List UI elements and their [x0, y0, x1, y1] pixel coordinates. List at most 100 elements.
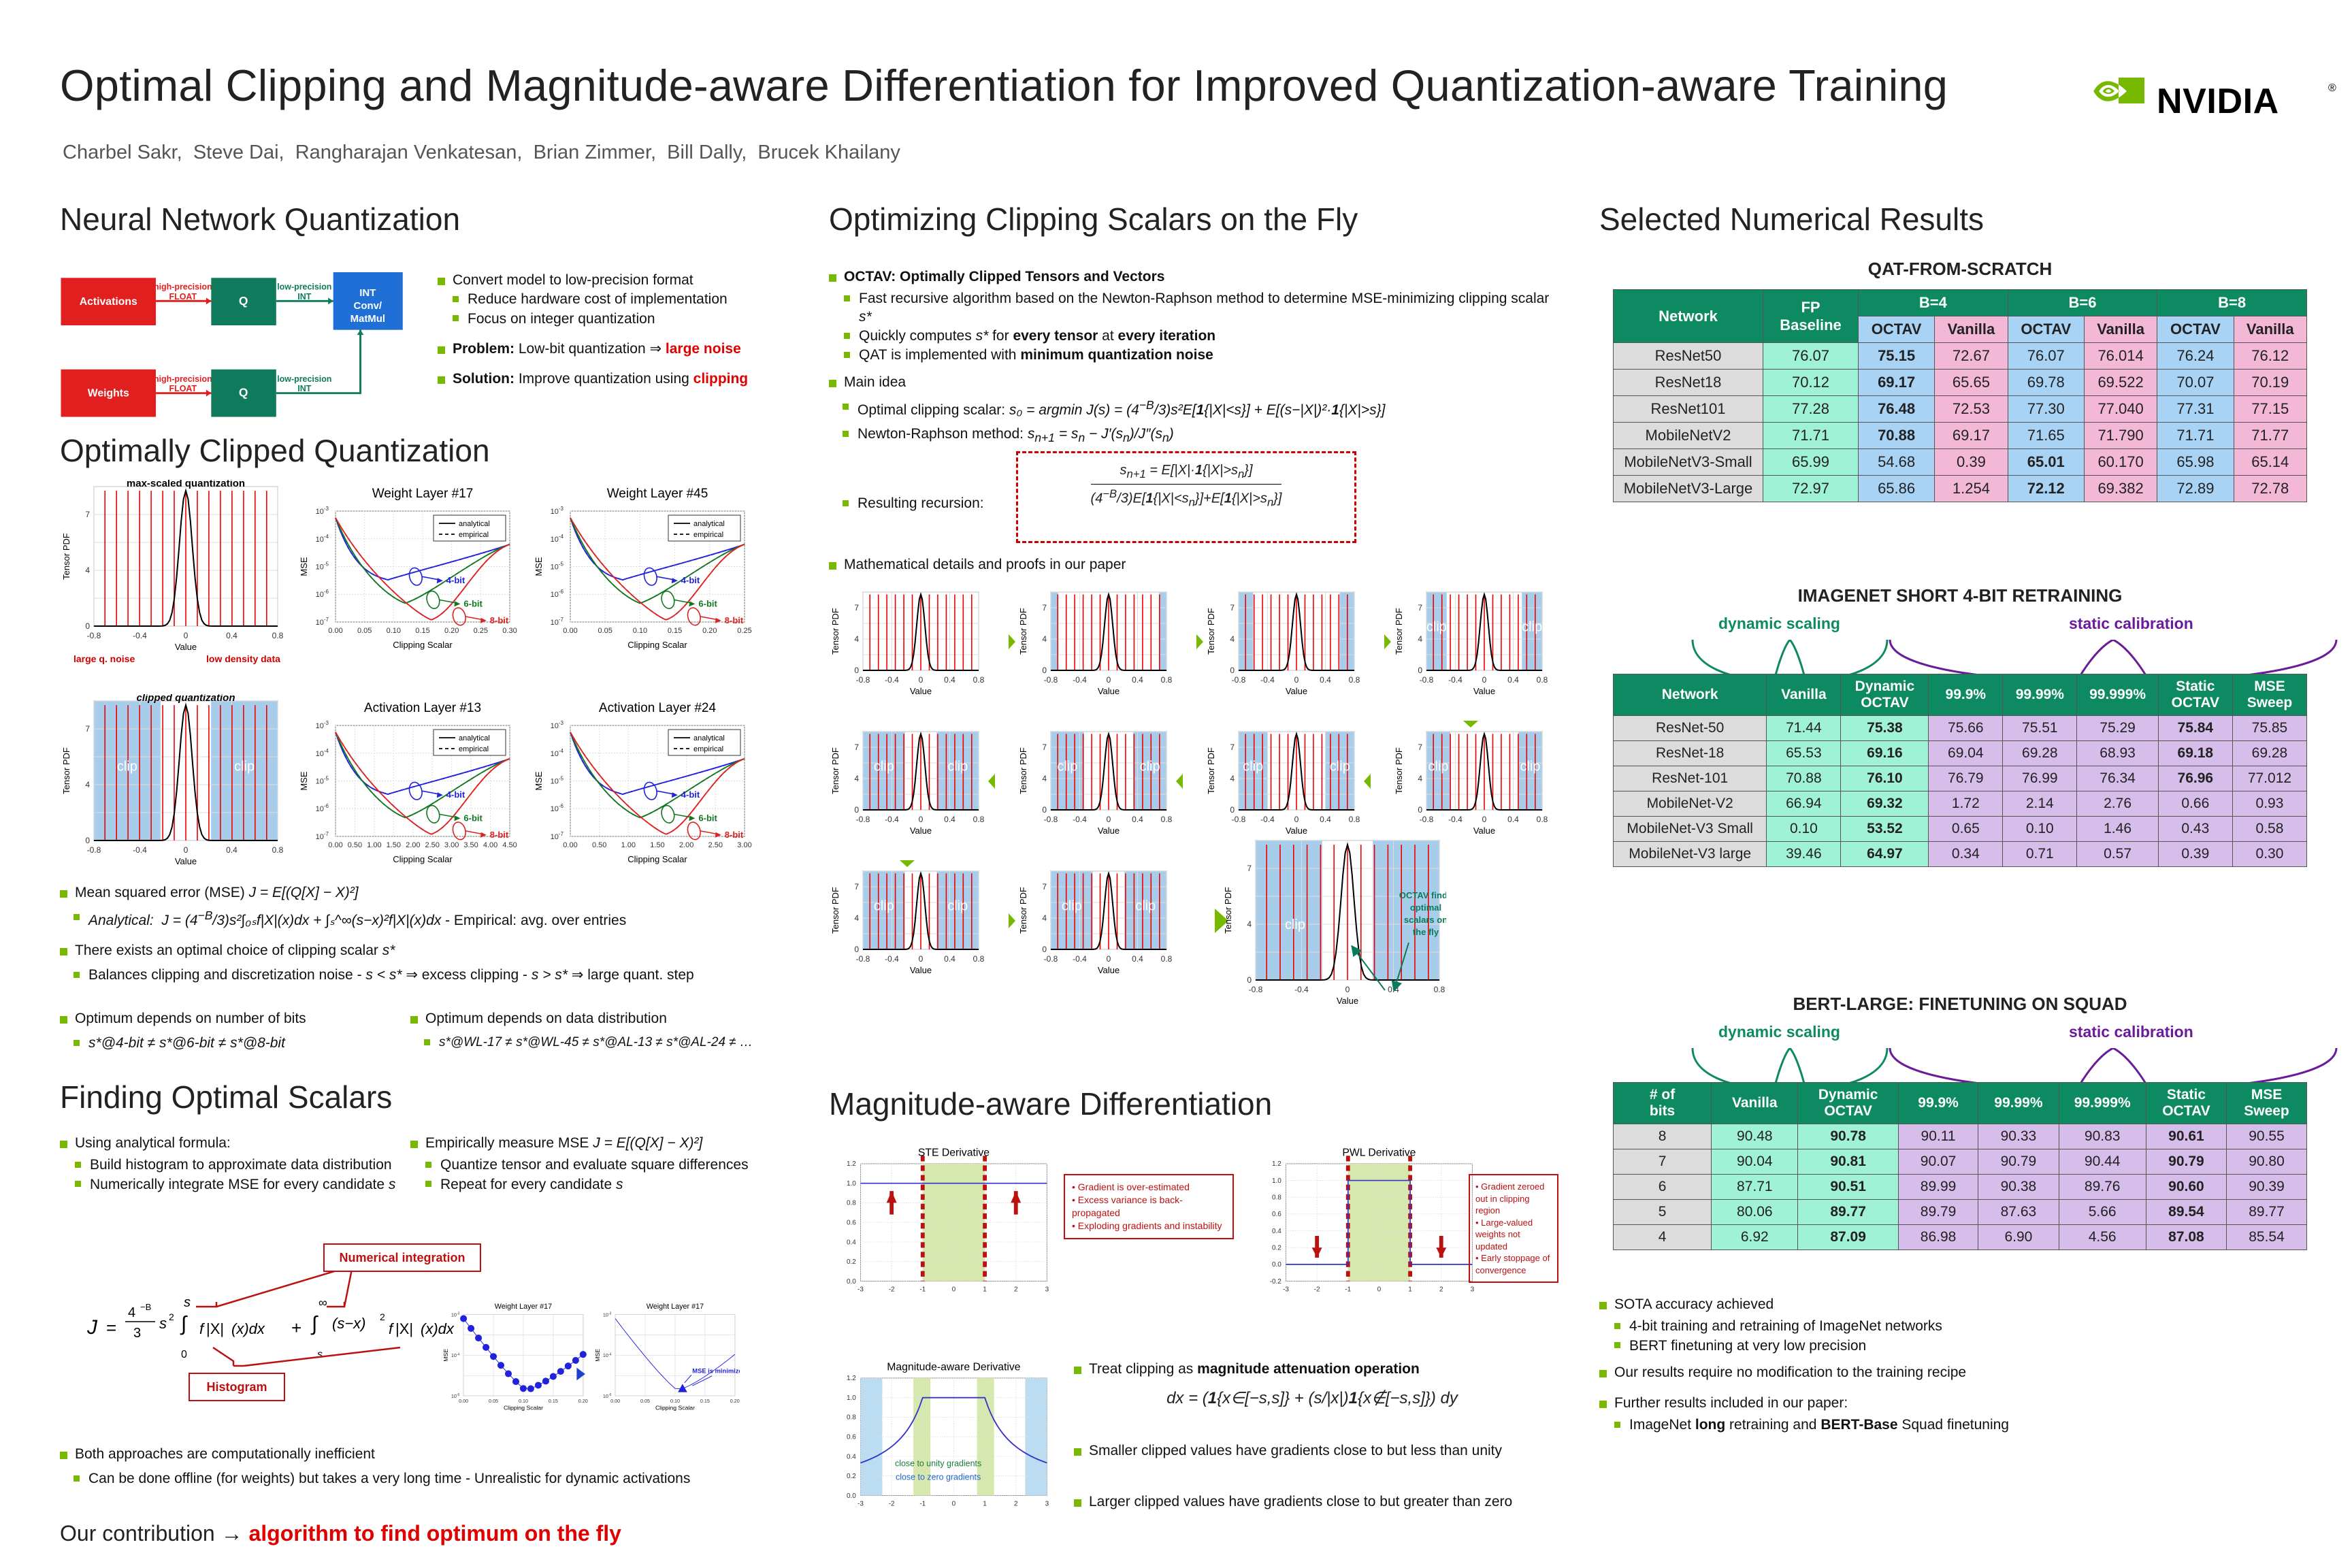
- svg-text:0.15: 0.15: [415, 627, 429, 635]
- svg-text:Tensor PDF: Tensor PDF: [1206, 747, 1216, 794]
- svg-text:clip: clip: [874, 760, 894, 774]
- svg-text:-0.4: -0.4: [885, 954, 899, 964]
- svg-text:0.50: 0.50: [592, 841, 606, 849]
- svg-text:1.0: 1.0: [847, 1394, 856, 1402]
- svg-text:0.25: 0.25: [474, 627, 488, 635]
- svg-text:Weight Layer #17: Weight Layer #17: [495, 1303, 552, 1311]
- svg-text:-0.8: -0.8: [1232, 675, 1246, 685]
- svg-text:0.6: 0.6: [847, 1434, 856, 1441]
- svg-text:FLOAT: FLOAT: [169, 292, 197, 301]
- svg-text:0: 0: [1042, 805, 1047, 815]
- svg-text:4: 4: [854, 913, 859, 923]
- svg-text:clip: clip: [1428, 760, 1448, 774]
- svg-text:2.00: 2.00: [406, 841, 420, 849]
- svg-text:0.00: 0.00: [459, 1398, 468, 1404]
- svg-text:optimal: optimal: [1410, 902, 1441, 913]
- svg-text:0.4: 0.4: [944, 954, 956, 964]
- svg-text:1.50: 1.50: [650, 841, 664, 849]
- svg-text:max-scaled quantization: max-scaled quantization: [127, 480, 245, 489]
- svg-text:clip: clip: [234, 760, 255, 774]
- svg-text:10-5: 10-5: [551, 561, 564, 572]
- svg-text:8-bit: 8-bit: [490, 830, 509, 840]
- svg-text:Tensor PDF: Tensor PDF: [1018, 887, 1028, 934]
- svg-text:MSE is minimized: MSE is minimized: [692, 1367, 740, 1374]
- svg-text:0.4: 0.4: [1320, 815, 1331, 824]
- svg-text:0.0: 0.0: [847, 1492, 856, 1500]
- svg-text:Weight Layer #45: Weight Layer #45: [607, 487, 708, 501]
- svg-text:0: 0: [952, 1286, 956, 1293]
- svg-text:0.2: 0.2: [847, 1473, 856, 1480]
- svg-text:10-5: 10-5: [551, 776, 564, 786]
- svg-text:10-3: 10-3: [316, 720, 329, 730]
- svg-text:Clipping Scalar: Clipping Scalar: [627, 854, 687, 864]
- svg-text:scalars on: scalars on: [1404, 915, 1446, 925]
- svg-text:-0.4: -0.4: [1073, 954, 1087, 964]
- svg-text:1.00: 1.00: [621, 841, 636, 849]
- svg-text:0.4: 0.4: [1132, 954, 1143, 964]
- svg-text:-0.8: -0.8: [87, 631, 101, 640]
- svg-text:4-bit: 4-bit: [446, 789, 466, 800]
- svg-text:-0.4: -0.4: [1448, 815, 1463, 824]
- svg-text:-0.8: -0.8: [1044, 954, 1058, 964]
- svg-text:0.4: 0.4: [1507, 675, 1519, 685]
- svg-text:0.2: 0.2: [1272, 1245, 1281, 1252]
- svg-text:4-bit: 4-bit: [681, 575, 700, 585]
- svg-text:0: 0: [854, 945, 859, 954]
- svg-text:clip: clip: [1520, 760, 1540, 774]
- svg-text:10-4: 10-4: [316, 748, 329, 758]
- svg-text:0.8: 0.8: [1537, 815, 1548, 824]
- svg-text:8-bit: 8-bit: [725, 830, 744, 840]
- svg-text:0.20: 0.20: [578, 1398, 588, 1404]
- svg-text:-0.8: -0.8: [1044, 815, 1058, 824]
- svg-text:0.0: 0.0: [1272, 1261, 1281, 1269]
- svg-text:0: 0: [1230, 805, 1235, 815]
- svg-text:0.4: 0.4: [1320, 675, 1331, 685]
- svg-text:clip: clip: [1062, 899, 1082, 914]
- svg-text:Value: Value: [1098, 826, 1120, 836]
- svg-text:0.8: 0.8: [1434, 985, 1446, 994]
- svg-text:0.0: 0.0: [847, 1278, 856, 1286]
- svg-text:clip: clip: [1522, 620, 1542, 635]
- svg-text:0.30: 0.30: [502, 627, 517, 635]
- svg-text:|X|: |X|: [395, 1320, 413, 1337]
- svg-text:0.10: 0.10: [633, 627, 647, 635]
- svg-text:0: 0: [184, 631, 189, 640]
- svg-text:0.4: 0.4: [944, 815, 956, 824]
- svg-text:Numerical integration: Numerical integration: [339, 1251, 465, 1264]
- svg-text:|X|: |X|: [206, 1320, 224, 1337]
- svg-text:close to zero gradients: close to zero gradients: [896, 1473, 981, 1482]
- svg-text:0: 0: [1107, 675, 1111, 685]
- svg-text:0.00: 0.00: [328, 627, 342, 635]
- svg-text:high-precision: high-precision: [154, 282, 212, 292]
- svg-text:0: 0: [1107, 815, 1111, 824]
- svg-text:0: 0: [952, 1500, 956, 1507]
- svg-text:4: 4: [1230, 774, 1235, 783]
- svg-text:3: 3: [1045, 1286, 1049, 1293]
- svg-text:0.8: 0.8: [272, 631, 284, 640]
- svg-text:0.05: 0.05: [489, 1398, 498, 1404]
- svg-text:7: 7: [1230, 742, 1235, 752]
- svg-text:7: 7: [854, 882, 859, 892]
- svg-text:7: 7: [1247, 864, 1252, 873]
- svg-text:10-7: 10-7: [316, 617, 329, 627]
- svg-text:4: 4: [1418, 774, 1422, 783]
- svg-text:0: 0: [1377, 1286, 1382, 1293]
- svg-text:J: J: [86, 1316, 98, 1339]
- svg-text:-0.8: -0.8: [856, 954, 870, 964]
- svg-text:-0.4: -0.4: [1260, 815, 1275, 824]
- svg-text:Value: Value: [175, 642, 197, 652]
- svg-text:0: 0: [854, 805, 859, 815]
- svg-text:0.15: 0.15: [549, 1398, 558, 1404]
- svg-text:-1: -1: [919, 1500, 926, 1507]
- svg-text:4.50: 4.50: [502, 841, 517, 849]
- svg-text:-2: -2: [889, 1500, 895, 1507]
- svg-text:0: 0: [919, 954, 924, 964]
- svg-text:10-5: 10-5: [316, 561, 329, 572]
- svg-text:Conv/: Conv/: [354, 300, 382, 312]
- svg-text:0: 0: [1294, 675, 1299, 685]
- svg-text:-1: -1: [919, 1286, 926, 1293]
- svg-text:0.4: 0.4: [1507, 815, 1519, 824]
- svg-text:MSE: MSE: [299, 557, 309, 576]
- svg-text:-2: -2: [1314, 1286, 1320, 1293]
- svg-text:Tensor PDF: Tensor PDF: [61, 533, 71, 580]
